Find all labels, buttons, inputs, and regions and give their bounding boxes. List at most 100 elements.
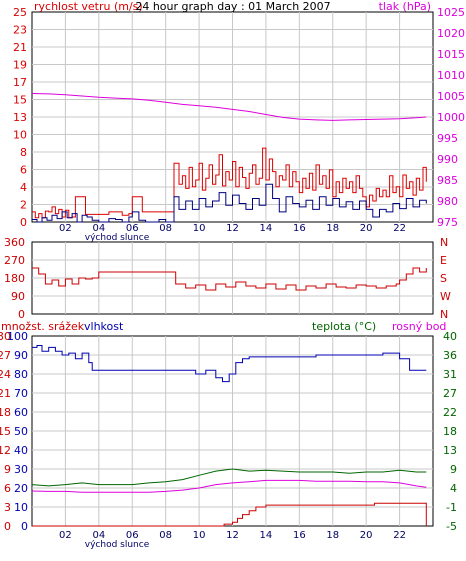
humidity-tick-label: 90 xyxy=(14,349,28,362)
humidity-tick-label: 70 xyxy=(14,387,28,400)
rain-tick-label: 9 xyxy=(4,463,11,476)
temperature-tick-label: 31 xyxy=(443,368,457,381)
time-tick-label: 16 xyxy=(293,530,306,541)
time-tick-label: 12 xyxy=(226,530,239,541)
pressure-tick-label: 1010 xyxy=(437,69,465,82)
gust-line xyxy=(32,183,427,223)
time-tick-label: 14 xyxy=(260,530,273,541)
wind-speed-tick-label: 4 xyxy=(20,181,27,194)
dewpoint-line xyxy=(31,479,427,493)
direction-degree-tick-label: 90 xyxy=(11,290,25,303)
rain-tick-label: 15 xyxy=(0,425,11,438)
humidity-tick-label: 30 xyxy=(14,463,28,476)
time-tick-label: 16 xyxy=(293,223,306,234)
humidity-tick-label: 100 xyxy=(7,330,28,343)
wind-speed-tick-label: 23 xyxy=(13,24,27,37)
time-tick-label: 12 xyxy=(226,223,239,234)
humidity-temp-time-ticks: 02 04 06 08 10 12 14 16 18 20 22 xyxy=(59,530,406,541)
time-tick-label: 06 xyxy=(126,530,139,541)
temperature-tick-label: 13 xyxy=(443,444,457,457)
direction-compass-tick-label: N xyxy=(440,308,448,321)
pressure-tick-label: 985 xyxy=(437,174,458,187)
humidity-tick-label: 20 xyxy=(14,482,28,495)
temperature-axis-title: teplota (°C) xyxy=(312,320,376,333)
temperature-tick-label: -1 xyxy=(446,501,457,514)
direction-compass-tick-label: W xyxy=(440,290,451,303)
temperature-tick-label: 9 xyxy=(450,463,457,476)
pressure-axis-title: tlak (hPa) xyxy=(379,0,431,13)
time-tick-label: 02 xyxy=(59,223,72,234)
rain-tick-label: 24 xyxy=(0,368,11,381)
time-tick-label: 18 xyxy=(326,223,339,234)
rain-axis-title: množst. srážek xyxy=(1,320,85,333)
rain-tick-label: 21 xyxy=(0,387,11,400)
direction-degree-ticks: 0 90 180 270 360 xyxy=(4,236,25,321)
humidity-line xyxy=(32,345,427,383)
wind-speed-axis-title: rychlost vetru (m/s) xyxy=(34,0,143,13)
pressure-tick-label: 1020 xyxy=(437,27,465,40)
wind-pressure-time-ticks: 02 04 06 08 10 12 14 16 18 20 22 xyxy=(59,223,406,234)
wind-speed-tick-label: 6 xyxy=(20,164,27,177)
wind-speed-tick-label: 19 xyxy=(13,59,27,72)
rain-tick-label: 6 xyxy=(4,482,11,495)
rain-ticks: 0 3 6 9 12 15 18 21 24 27 30 xyxy=(0,330,11,533)
wind-speed-tick-label: 17 xyxy=(13,76,27,89)
wind-speed-tick-label: 13 xyxy=(13,111,27,124)
pressure-tick-label: 1025 xyxy=(437,6,465,19)
direction-compass-tick-label: N xyxy=(440,236,448,249)
time-tick-label: 18 xyxy=(326,530,339,541)
temperature-tick-label: -5 xyxy=(446,520,457,533)
time-tick-label: 22 xyxy=(393,223,406,234)
pressure-tick-label: 1005 xyxy=(437,90,465,103)
pressure-tick-label: 1015 xyxy=(437,48,465,61)
time-tick-label: 04 xyxy=(92,530,105,541)
wind-pressure-series xyxy=(31,93,427,223)
time-tick-label: 20 xyxy=(360,223,373,234)
direction-line xyxy=(32,267,427,291)
pressure-ticks: 975 980 985 990 995 1000 1005 1010 1015 1020 1025 xyxy=(437,6,465,229)
dewpoint-axis-title: rosný bod xyxy=(392,320,446,333)
temperature-line xyxy=(31,468,427,487)
wind-speed-ticks: 0 2 4 6 8 10 13 15 17 19 21 23 25 xyxy=(13,6,27,229)
direction-compass-tick-label: E xyxy=(440,254,447,267)
direction-degree-tick-label: 180 xyxy=(4,272,25,285)
time-tick-label: 02 xyxy=(59,530,72,541)
temperature-tick-label: 4 xyxy=(450,482,457,495)
direction-degree-tick-label: 270 xyxy=(4,254,25,267)
wind-pressure-panel: rychlost vetru (m/s) 24 hour graph day :… xyxy=(13,0,465,243)
direction-compass-tick-label: S xyxy=(440,272,447,285)
direction-degree-tick-label: 0 xyxy=(18,308,25,321)
direction-degree-tick-label: 360 xyxy=(4,236,25,249)
sunrise-caption-top: východ slunce xyxy=(85,233,150,243)
humidity-temp-panel: množst. srážek vlhkost teplota (°C) rosn… xyxy=(0,320,457,550)
temperature-ticks: -5 -1 4 9 13 18 22 27 31 36 40 xyxy=(443,330,457,533)
wind-speed-tick-label: 15 xyxy=(13,94,27,107)
pressure-tick-label: 980 xyxy=(437,195,458,208)
time-tick-label: 06 xyxy=(126,223,139,234)
wind-speed-tick-label: 10 xyxy=(13,129,27,142)
wind-direction-grid xyxy=(32,242,433,314)
humidity-temp-series xyxy=(31,345,427,527)
wind-speed-tick-label: 0 xyxy=(20,216,27,229)
humidity-tick-label: 40 xyxy=(14,444,28,457)
time-tick-label: 10 xyxy=(193,223,206,234)
graph-title: 24 hour graph day : 01 March 2007 xyxy=(135,0,330,13)
humidity-tick-label: 10 xyxy=(14,501,28,514)
wind-direction-series xyxy=(32,267,427,291)
time-tick-label: 10 xyxy=(193,530,206,541)
time-tick-label: 22 xyxy=(393,530,406,541)
time-tick-label: 20 xyxy=(360,530,373,541)
rain-tick-label: 0 xyxy=(4,520,11,533)
humidity-tick-label: 80 xyxy=(14,368,28,381)
time-tick-label: 08 xyxy=(159,223,172,234)
time-tick-label: 14 xyxy=(260,223,273,234)
pressure-tick-label: 975 xyxy=(437,216,458,229)
rain-tick-label: 3 xyxy=(4,501,11,514)
rain-tick-label: 18 xyxy=(0,406,11,419)
wind-speed-tick-label: 8 xyxy=(20,146,27,159)
humidity-tick-label: 50 xyxy=(14,425,28,438)
